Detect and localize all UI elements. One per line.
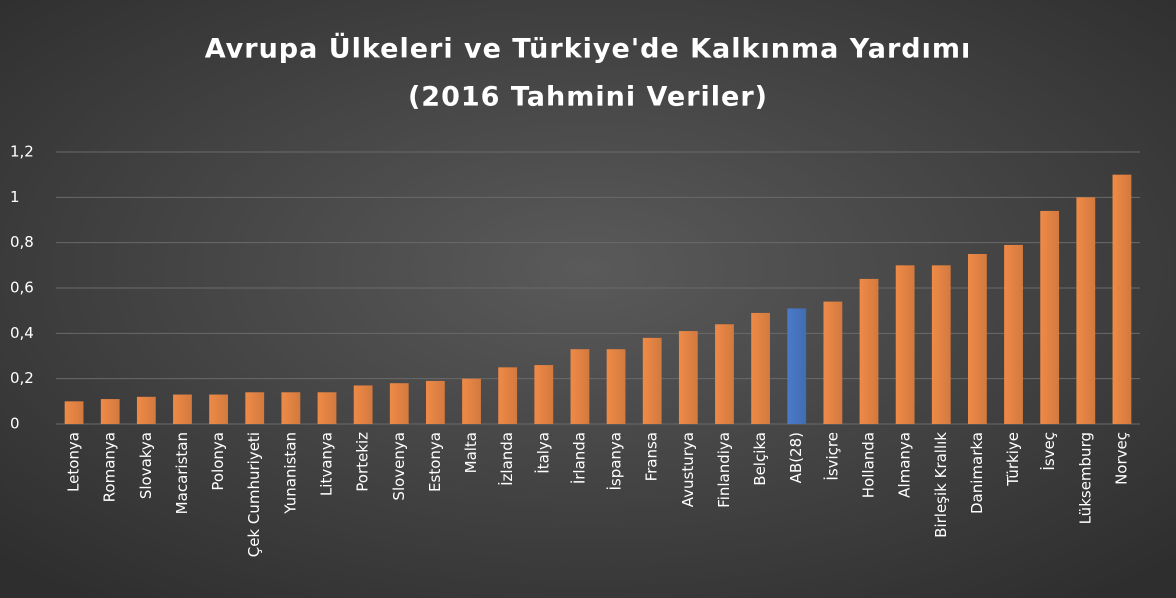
x-tick-label: İspanya	[606, 432, 625, 491]
x-tick-label: Norveç	[1112, 432, 1130, 485]
bar-shade	[100, 399, 120, 424]
x-tick-label: Letonya	[65, 432, 83, 492]
bar-shade	[1004, 244, 1023, 424]
x-tick-label: Çek Cumhuriyeti	[245, 432, 263, 557]
bar-shade	[606, 349, 626, 424]
x-tick-label: Danimarka	[968, 432, 986, 514]
bar-shade	[353, 385, 373, 424]
y-tick-label: 1	[10, 188, 20, 206]
bar-shade	[281, 392, 301, 424]
bar-shade	[715, 324, 734, 424]
bar-shade	[642, 337, 662, 424]
bar-shade	[245, 392, 265, 424]
x-tick-label: Romanya	[101, 432, 119, 502]
bar-shade	[64, 401, 84, 424]
bar-shade	[787, 308, 807, 424]
bar-shade	[317, 392, 337, 424]
chart-subtitle: (2016 Tahmini Veriler)	[408, 82, 768, 113]
x-tick-label: İsviçre	[822, 432, 841, 481]
x-tick-label: İtalya	[533, 432, 552, 474]
y-tick-label: 0	[10, 415, 20, 433]
bar-shade	[426, 380, 445, 424]
x-tick-label: Belçika	[751, 432, 769, 486]
bar-shade	[534, 365, 554, 424]
y-tick-label: 0,8	[10, 233, 34, 251]
x-tick-label: Fransa	[643, 432, 661, 481]
x-tick-label: İsveç	[1039, 432, 1058, 471]
bar-shade	[751, 312, 770, 424]
x-tick-label: AB(28)	[787, 432, 805, 483]
x-tick-label: Avusturya	[679, 432, 697, 507]
bar-shade	[136, 396, 156, 424]
x-tick-label: İzlanda	[497, 432, 516, 486]
x-tick-label: Macaristan	[173, 432, 191, 514]
x-tick-label: Slovakya	[137, 432, 155, 499]
x-tick-label: Slovenya	[390, 432, 408, 501]
bar-shade	[1112, 174, 1132, 424]
y-tick-label: 1,2	[10, 143, 34, 161]
bar-shade	[498, 367, 518, 424]
x-tick-label: Birleşik Krallık	[932, 432, 950, 538]
x-tick-label: Malta	[462, 432, 480, 473]
x-tick-label: Yunanistan	[281, 432, 299, 515]
bar-shade	[895, 265, 915, 424]
y-tick-label: 0,2	[10, 369, 34, 387]
bar-shade	[823, 301, 843, 424]
bar-shade	[173, 394, 192, 424]
x-tick-label: Litvanya	[318, 432, 336, 496]
x-tick-label: Finlandiya	[715, 432, 733, 508]
bar-shade	[209, 394, 228, 424]
y-tick-label: 0,4	[10, 324, 34, 342]
x-tick-label: Almanya	[896, 432, 914, 498]
bar-shade	[1076, 197, 1096, 424]
bar-shade	[462, 378, 481, 424]
bar-shade	[678, 331, 698, 424]
y-tick-label: 0,6	[10, 279, 34, 297]
x-tick-label: Türkiye	[1004, 432, 1022, 487]
x-tick-label: İrlanda	[569, 432, 588, 484]
bar-shade	[389, 383, 409, 424]
x-tick-label: Portekiz	[354, 432, 372, 492]
x-tick-label: Lüksemburg	[1076, 432, 1094, 524]
x-tick-label: Estonya	[426, 432, 444, 492]
bar-shade	[931, 265, 951, 424]
x-tick-label: Hollanda	[860, 432, 878, 498]
x-tick-label: Polonya	[209, 432, 227, 491]
bar-shade	[859, 278, 879, 424]
bar-shade	[968, 254, 987, 424]
bar-shade	[1040, 210, 1060, 424]
bar-shade	[570, 349, 590, 424]
chart-title: Avrupa Ülkeleri ve Türkiye'de Kalkınma Y…	[205, 32, 972, 65]
